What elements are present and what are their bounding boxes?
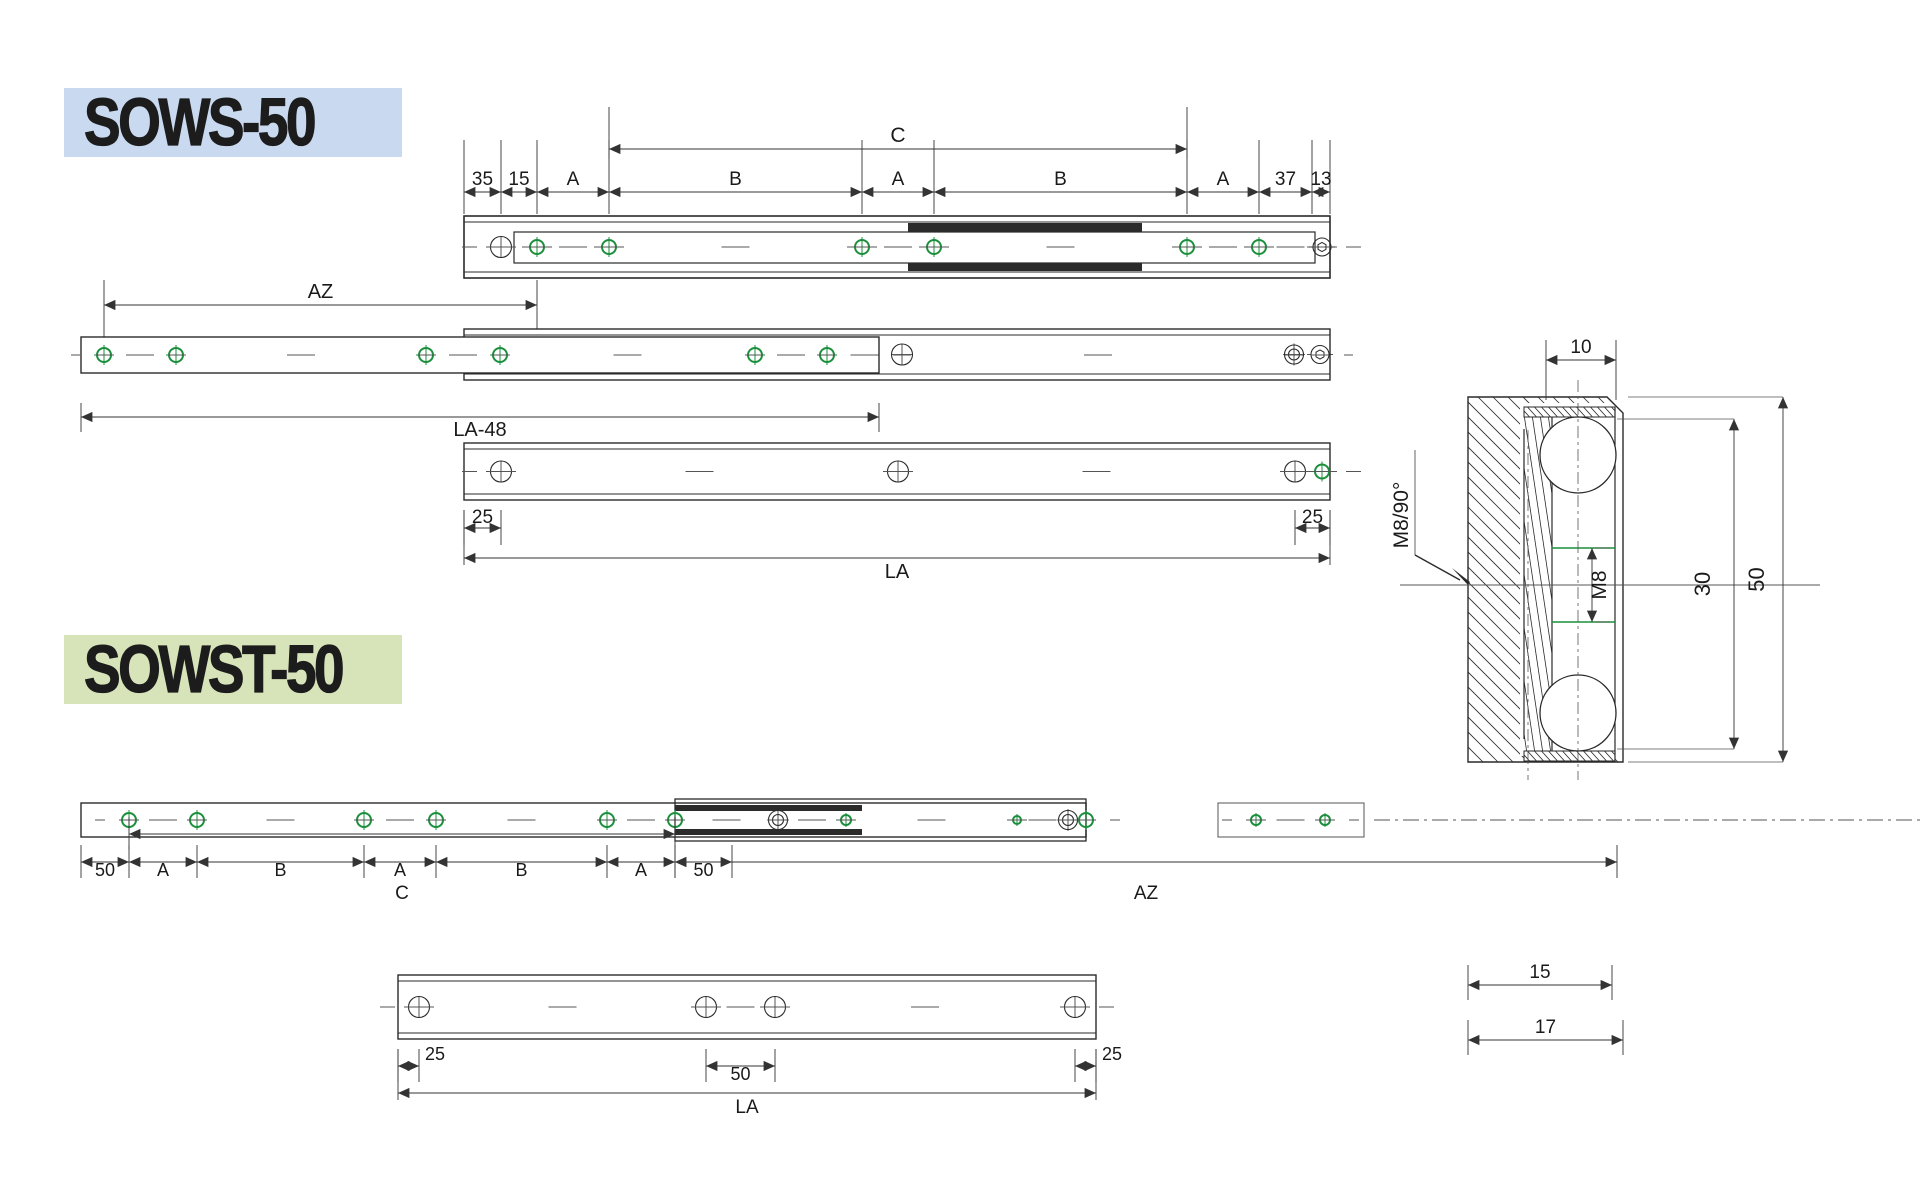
svg-text:30: 30	[1690, 572, 1715, 596]
svg-text:35: 35	[472, 169, 493, 190]
svg-text:50: 50	[1744, 567, 1769, 591]
svg-text:50: 50	[95, 860, 115, 880]
svg-text:10: 10	[1570, 337, 1591, 358]
svg-text:LA: LA	[735, 1097, 759, 1118]
svg-text:A: A	[635, 860, 647, 880]
svg-text:B: B	[1054, 169, 1067, 190]
svg-text:15: 15	[1529, 962, 1550, 983]
svg-text:B: B	[515, 860, 527, 880]
svg-text:A: A	[567, 169, 580, 190]
svg-text:C: C	[395, 883, 409, 904]
svg-text:M8/90°: M8/90°	[1390, 482, 1413, 549]
svg-text:37: 37	[1275, 169, 1296, 190]
svg-text:25: 25	[425, 1044, 445, 1064]
svg-text:25: 25	[472, 507, 493, 528]
svg-text:15: 15	[508, 169, 529, 190]
svg-text:25: 25	[1302, 507, 1323, 528]
svg-text:50: 50	[693, 860, 713, 880]
svg-text:LA-48: LA-48	[453, 419, 506, 441]
svg-text:LA: LA	[885, 561, 910, 583]
svg-text:A: A	[157, 860, 169, 880]
svg-text:25: 25	[1102, 1044, 1122, 1064]
svg-text:A: A	[1217, 169, 1230, 190]
svg-text:AZ: AZ	[308, 281, 334, 303]
svg-text:50: 50	[730, 1064, 750, 1084]
svg-text:13: 13	[1310, 169, 1331, 190]
svg-text:AZ: AZ	[1134, 883, 1159, 904]
svg-text:B: B	[729, 169, 742, 190]
svg-text:A: A	[892, 169, 905, 190]
svg-text:M8: M8	[1588, 570, 1611, 599]
svg-text:C: C	[890, 124, 905, 147]
svg-text:A: A	[394, 860, 406, 880]
svg-text:17: 17	[1535, 1017, 1556, 1038]
svg-text:B: B	[274, 860, 286, 880]
